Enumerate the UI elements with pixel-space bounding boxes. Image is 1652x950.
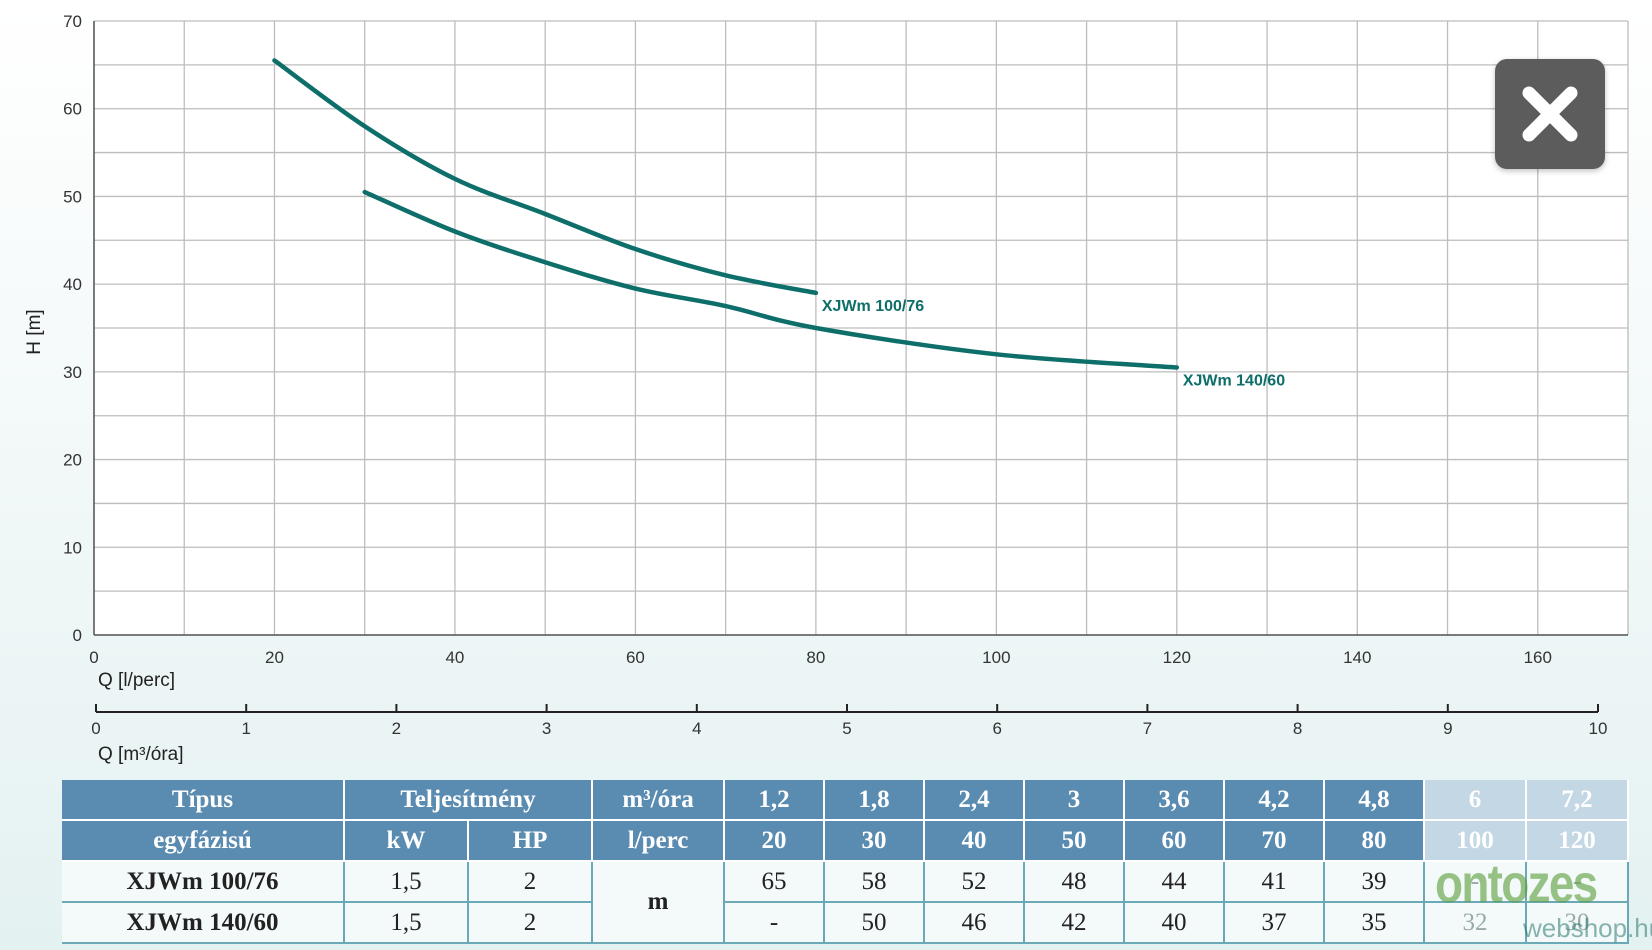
x2-axis-label: Q [m³/óra] [98,744,184,765]
value-cell: 35 [1324,902,1426,944]
x-tick-label: 140 [1343,648,1371,667]
header-cell: 6 [1424,780,1528,821]
axes: 0 10 20 30 40 50 60 70 0 20 40 60 80 100 120 140 160 0 1 2 3… [63,12,1628,738]
header-cell: 60 [1124,820,1226,862]
x-tick-label: 120 [1163,648,1191,667]
value-cell: - [1424,861,1528,903]
header-cell: 30 [824,820,926,862]
pump-curve-chart: 0 10 20 30 40 50 60 70 0 20 40 60 80 100 120 140 160 0 1 2 3… [24,12,1629,765]
value-cell: - [724,902,826,944]
y-tick-label: 60 [63,100,82,119]
value-cell: 52 [924,861,1026,903]
y-tick-label: 50 [63,187,82,206]
value-cell: 32 [1424,902,1528,944]
x-tick-label: 60 [626,648,645,667]
value-cell: 58 [824,861,926,903]
y-tick-label: 10 [63,538,82,557]
model-name: XJWm 140/60 [62,902,345,944]
header-cell: 100 [1424,820,1528,862]
table-row: XJWm 140/60 1,5 2 - 50 46 42 40 37 35 32… [62,902,1630,944]
hp-cell: 2 [468,861,594,903]
x2-tick-label: 3 [542,719,551,738]
header-cell: 1,2 [724,780,826,821]
x-tick-label: 160 [1524,648,1552,667]
x-tick-label: 20 [265,648,284,667]
y-tick-label: 30 [63,363,82,382]
x-tick-label: 0 [89,648,98,667]
x2-tick-label: 5 [842,719,851,738]
y-tick-label: 70 [63,12,82,31]
value-cell: 40 [1124,902,1226,944]
x2-tick-label: 1 [241,719,250,738]
series-line-1 [272,58,819,296]
header-cell: 3,6 [1124,780,1226,821]
close-button[interactable] [1495,59,1605,169]
header-cell: 3 [1024,780,1126,821]
value-cell: 65 [724,861,826,903]
series-label-2: XJWm 140/60 [1183,372,1285,389]
x-tick-label: 40 [445,648,464,667]
y-tick-label: 0 [73,626,82,645]
header-cell: l/perc [592,820,726,862]
close-icon [1522,86,1578,142]
header-cell: HP [468,820,594,862]
value-cell: 41 [1224,861,1326,903]
x2-tick-label: 2 [392,719,401,738]
x2-tick-label: 4 [692,719,701,738]
value-cell: 42 [1024,902,1126,944]
table-row: XJWm 100/76 1,5 2 m 65 58 52 48 44 41 39… [62,861,1630,944]
header-cell: 20 [724,820,826,862]
kw-cell: 1,5 [344,861,469,903]
header-cell: 120 [1526,820,1630,862]
header-row-2: egyfázisú kW HP l/perc 20 30 40 50 60 70… [62,820,1630,862]
hp-cell: 2 [468,902,594,944]
header-cell: 50 [1024,820,1126,862]
header-cell: 2,4 [924,780,1026,821]
x2-tick-label: 6 [992,719,1001,738]
header-cell: kW [344,820,469,862]
header-cell: 4,2 [1224,780,1326,821]
header-cell: Típus [62,780,345,821]
header-cell: Teljesítmény [344,780,594,821]
x-axis-label: Q [l/perc] [98,670,175,691]
y-tick-label: 20 [63,451,82,470]
x-tick-label: 80 [806,648,825,667]
header-cell: 1,8 [824,780,926,821]
spec-table: Típus Teljesítmény m³/óra 1,2 1,8 2,4 3 … [62,780,1630,944]
x2-tick-label: 0 [91,719,100,738]
header-row-1: Típus Teljesítmény m³/óra 1,2 1,8 2,4 3 … [62,780,1630,821]
model-name: XJWm 100/76 [62,861,345,903]
x2-tick-label: 10 [1589,719,1608,738]
header-cell: m³/óra [592,780,726,821]
value-cell: 30 [1526,902,1630,944]
series-layer: XJWm 100/76 XJWm 140/60 [272,58,1285,389]
x2-tick-label: 7 [1143,719,1152,738]
header-cell: 70 [1224,820,1326,862]
y-axis-label: H [m] [24,309,45,354]
unit-cell: m [592,861,726,944]
value-cell: 46 [924,902,1026,944]
header-cell: 4,8 [1324,780,1426,821]
series-line-2 [362,189,1180,370]
value-cell: 44 [1124,861,1226,903]
x2-tick-label: 8 [1293,719,1302,738]
x-tick-label: 100 [982,648,1010,667]
header-cell: 80 [1324,820,1426,862]
header-cell: egyfázisú [62,820,345,862]
value-cell: 50 [824,902,926,944]
kw-cell: 1,5 [344,902,469,944]
series-label-1: XJWm 100/76 [822,298,924,315]
value-cell: 39 [1324,861,1426,903]
header-cell: 40 [924,820,1026,862]
y-tick-label: 40 [63,275,82,294]
value-cell: - [1526,861,1630,903]
value-cell: 48 [1024,861,1126,903]
header-cell: 7,2 [1526,780,1630,821]
value-cell: 37 [1224,902,1326,944]
x2-tick-label: 9 [1443,719,1452,738]
